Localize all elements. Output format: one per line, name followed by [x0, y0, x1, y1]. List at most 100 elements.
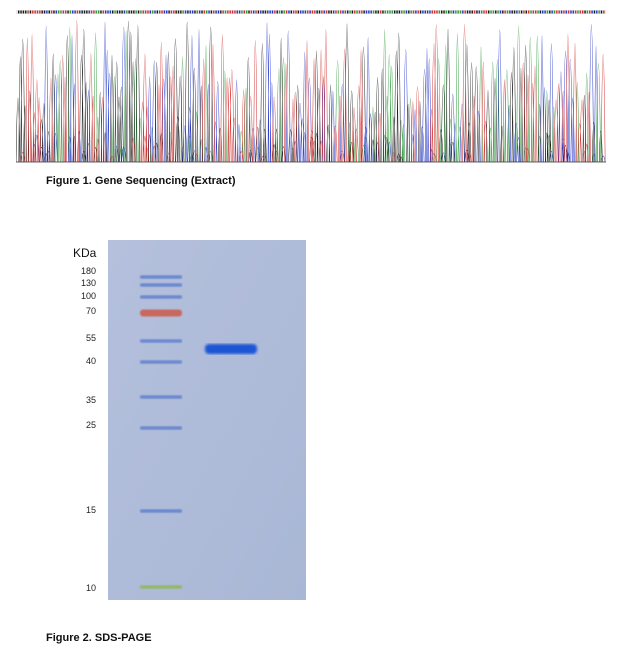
basecall-mark	[60, 10, 62, 14]
sequencing-chromatogram	[16, 10, 606, 163]
basecall-mark	[553, 10, 556, 14]
trace-peaks	[16, 20, 606, 163]
basecall-mark	[337, 10, 339, 14]
basecall-mark	[203, 10, 206, 14]
basecall-mark	[398, 10, 401, 14]
basecall-mark	[213, 10, 215, 14]
mw-label-40: 40	[85, 356, 96, 366]
ladder-band-35	[140, 395, 182, 399]
basecall-mark	[267, 10, 269, 14]
basecall-mark	[34, 10, 36, 14]
basecall-mark	[513, 10, 516, 14]
basecall-mark	[227, 10, 229, 14]
basecall-mark	[603, 10, 605, 14]
basecall-mark	[478, 10, 480, 14]
basecall-mark	[243, 10, 245, 14]
basecall-mark	[502, 10, 504, 14]
basecall-mark	[368, 10, 370, 14]
basecall-mark	[396, 10, 398, 14]
basecall-mark	[29, 10, 32, 14]
basecall-mark	[492, 10, 495, 14]
ladder-band-130	[140, 283, 182, 287]
basecall-mark	[62, 10, 65, 14]
basecall-mark	[525, 10, 527, 14]
basecall-mark	[452, 10, 455, 14]
basecall-mark	[316, 10, 318, 14]
basecall-mark	[330, 10, 332, 14]
basecall-mark	[342, 10, 344, 14]
basecall-mark	[135, 10, 137, 14]
basecall-mark	[596, 10, 598, 14]
basecall-mark	[314, 10, 316, 14]
basecall-mark	[436, 10, 438, 14]
basecall-mark	[95, 10, 97, 14]
basecall-mark	[67, 10, 69, 14]
basecall-mark	[229, 10, 231, 14]
basecall-mark	[356, 10, 358, 14]
basecall-mark	[527, 10, 530, 14]
kda-axis-title: KDa	[73, 246, 97, 260]
basecall-mark	[142, 10, 144, 14]
basecall-mark	[558, 10, 560, 14]
mw-label-10: 10	[85, 583, 96, 593]
basecall-mark	[278, 10, 281, 14]
basecall-mark	[304, 10, 307, 14]
basecall-mark	[485, 10, 488, 14]
basecall-mark	[206, 10, 208, 14]
basecall-mark	[276, 10, 278, 14]
basecall-mark	[201, 10, 203, 14]
basecall-mark	[255, 10, 257, 14]
basecall-mark	[426, 10, 429, 14]
basecall-mark	[57, 10, 60, 14]
basecall-mark	[130, 10, 133, 14]
basecall-mark	[41, 10, 43, 14]
basecall-mark	[50, 10, 53, 14]
basecall-mark	[36, 10, 39, 14]
basecall-mark	[563, 10, 565, 14]
basecall-mark	[119, 10, 121, 14]
basecall-mark	[55, 10, 57, 14]
basecall-mark	[116, 10, 119, 14]
basecall-mark	[154, 10, 156, 14]
basecall-mark	[586, 10, 589, 14]
sample-lane	[205, 344, 257, 354]
basecall-mark	[365, 10, 368, 14]
basecall-mark	[234, 10, 236, 14]
basecall-mark	[184, 10, 187, 14]
basecall-mark	[53, 10, 55, 14]
basecall-mark	[39, 10, 41, 14]
basecall-mark	[523, 10, 525, 14]
basecall-mark	[382, 10, 384, 14]
basecall-mark	[121, 10, 123, 14]
basecall-mark	[582, 10, 584, 14]
basecall-mark	[151, 10, 154, 14]
basecall-mark	[114, 10, 116, 14]
basecall-mark	[177, 10, 180, 14]
basecall-mark	[441, 10, 443, 14]
basecall-mark	[81, 10, 83, 14]
basecall-mark	[137, 10, 140, 14]
basecall-mark	[198, 10, 201, 14]
basecall-mark	[191, 10, 194, 14]
mw-label-15: 15	[85, 505, 96, 515]
basecall-mark	[323, 10, 325, 14]
sample-band	[205, 344, 257, 354]
basecall-mark	[600, 10, 603, 14]
basecall-mark	[490, 10, 492, 14]
basecall-mark	[257, 10, 260, 14]
basecall-mark	[347, 10, 349, 14]
ladder-band-100	[140, 295, 182, 299]
basecall-mark	[325, 10, 328, 14]
basecall-mark	[539, 10, 542, 14]
basecall-mark	[144, 10, 147, 14]
mw-label-70: 70	[85, 306, 96, 316]
basecall-mark	[591, 10, 593, 14]
basecall-mark	[93, 10, 95, 14]
figure1-caption: Figure 1. Gene Sequencing (Extract)	[46, 175, 236, 187]
basecall-mark	[389, 10, 391, 14]
basecall-mark	[97, 10, 100, 14]
basecall-mark	[300, 10, 302, 14]
basecall-mark	[236, 10, 238, 14]
basecall-mark	[497, 10, 499, 14]
basecall-mark	[506, 10, 509, 14]
